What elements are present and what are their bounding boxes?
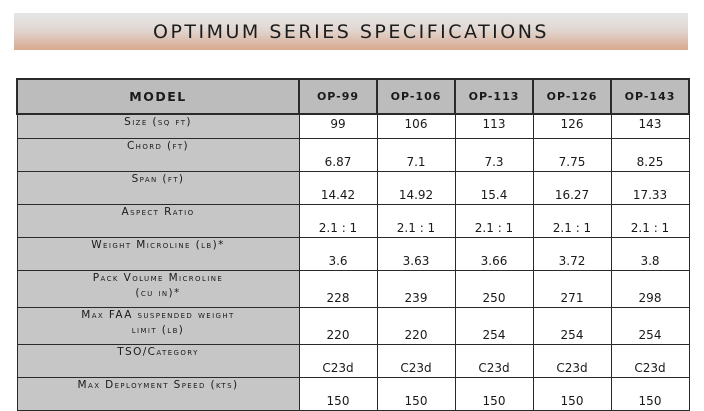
table-row-size: Size (sq ft) 99 106 113 126 143 [16, 113, 690, 139]
table-cell: C23d [610, 344, 690, 378]
table-cell: 7.75 [532, 138, 612, 172]
model-header-op-143: OP-143 [610, 78, 690, 115]
table-cell: 16.27 [532, 171, 612, 205]
table-cell: 99 [298, 113, 378, 139]
table-row-aspect-ratio: Aspect Ratio 2.1 : 1 2.1 : 1 2.1 : 1 2.1… [16, 204, 690, 238]
row-label-aspect-ratio: Aspect Ratio [16, 204, 300, 238]
model-header-op-99: OP-99 [298, 78, 378, 115]
row-label-pack-volume: Pack Volume Microline (cu in)* [16, 270, 300, 308]
table-cell: 113 [454, 113, 534, 139]
table-row-tso-category: TSO/Category C23d C23d C23d C23d C23d [16, 344, 690, 378]
table-cell: 126 [532, 113, 612, 139]
table-cell: 8.25 [610, 138, 690, 172]
table-cell: 15.4 [454, 171, 534, 205]
table-cell: 3.63 [376, 237, 456, 271]
table-row-span: Span (ft) 14.42 14.92 15.4 16.27 17.33 [16, 171, 690, 205]
model-column-header: MODEL [16, 78, 300, 115]
table-cell: 150 [610, 377, 690, 411]
table-cell: 6.87 [298, 138, 378, 172]
table-cell: 2.1 : 1 [454, 204, 534, 238]
model-header-op-126: OP-126 [532, 78, 612, 115]
table-cell: 150 [376, 377, 456, 411]
table-cell: 14.92 [376, 171, 456, 205]
table-cell: 220 [298, 307, 378, 345]
table-cell: 220 [376, 307, 456, 345]
table-cell: 150 [532, 377, 612, 411]
row-label-deployment-speed: Max Deployment Speed (kts) [16, 377, 300, 411]
table-cell: 150 [454, 377, 534, 411]
table-cell: 17.33 [610, 171, 690, 205]
table-cell: 3.72 [532, 237, 612, 271]
table-cell: 7.3 [454, 138, 534, 172]
table-cell: 7.1 [376, 138, 456, 172]
table-row-weight: Weight Microline (lb)* 3.6 3.63 3.66 3.7… [16, 237, 690, 271]
model-header-op-106: OP-106 [376, 78, 456, 115]
table-cell: 239 [376, 270, 456, 308]
row-label-tso-category: TSO/Category [16, 344, 300, 378]
table-cell: 2.1 : 1 [532, 204, 612, 238]
table-cell: C23d [532, 344, 612, 378]
page-title: OPTIMUM SERIES SPECIFICATIONS [153, 21, 549, 43]
table-cell: 3.66 [454, 237, 534, 271]
table-cell: C23d [454, 344, 534, 378]
table-cell: C23d [298, 344, 378, 378]
table-cell: 3.8 [610, 237, 690, 271]
row-label-weight: Weight Microline (lb)* [16, 237, 300, 271]
model-header-op-113: OP-113 [454, 78, 534, 115]
table-cell: 271 [532, 270, 612, 308]
table-cell: 150 [298, 377, 378, 411]
row-label-max-weight: Max FAA suspended weight limit (lb) [16, 307, 300, 345]
table-cell: 298 [610, 270, 690, 308]
table-cell: 254 [610, 307, 690, 345]
table-cell: C23d [376, 344, 456, 378]
row-label-span: Span (ft) [16, 171, 300, 205]
table-row-chord: Chord (ft) 6.87 7.1 7.3 7.75 8.25 [16, 138, 690, 172]
table-row-max-weight: Max FAA suspended weight limit (lb) 220 2… [16, 307, 690, 345]
table-row-pack-volume: Pack Volume Microline (cu in)* 228 239 25… [16, 270, 690, 308]
table-row-deployment-speed: Max Deployment Speed (kts) 150 150 150 1… [16, 377, 690, 411]
table-cell: 250 [454, 270, 534, 308]
header-row: MODEL OP-99 OP-106 OP-113 OP-126 OP-143 [16, 78, 690, 115]
row-label-chord: Chord (ft) [16, 138, 300, 172]
table-cell: 2.1 : 1 [298, 204, 378, 238]
table-cell: 254 [532, 307, 612, 345]
table-cell: 3.6 [298, 237, 378, 271]
table-cell: 106 [376, 113, 456, 139]
table-cell: 2.1 : 1 [610, 204, 690, 238]
title-banner: OPTIMUM SERIES SPECIFICATIONS [14, 13, 688, 50]
specifications-table: MODEL OP-99 OP-106 OP-113 OP-126 OP-143 … [16, 78, 690, 411]
table-cell: 143 [610, 113, 690, 139]
row-label-size: Size (sq ft) [16, 113, 300, 139]
table-cell: 2.1 : 1 [376, 204, 456, 238]
table-cell: 14.42 [298, 171, 378, 205]
table-cell: 228 [298, 270, 378, 308]
table-cell: 254 [454, 307, 534, 345]
